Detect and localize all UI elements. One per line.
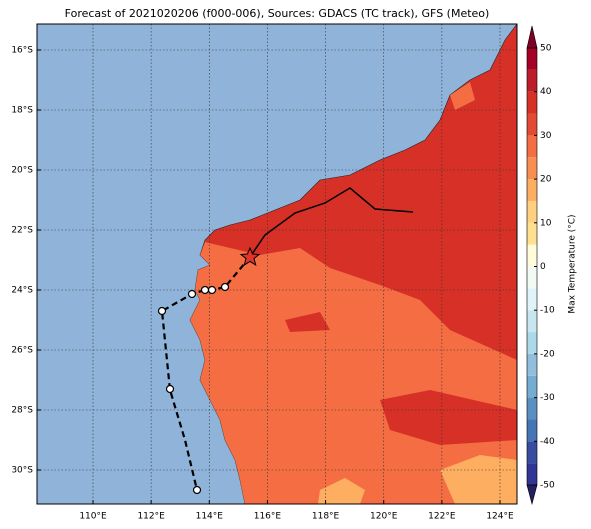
- colorbar-tick-label: -10: [540, 306, 555, 316]
- y-tick-label: 16°S: [11, 46, 33, 56]
- y-tick-label: 30°S: [11, 466, 33, 476]
- colorbar-band: [527, 463, 537, 485]
- track-point: [220, 282, 230, 292]
- region-10-20: [318, 478, 365, 504]
- colorbar-band: [527, 244, 537, 267]
- colorbar-band: [527, 222, 537, 245]
- track-points: [157, 282, 230, 495]
- colorbar-band: [527, 310, 537, 333]
- track-point: [157, 306, 167, 316]
- colorbar-tick-label: 30: [540, 131, 552, 141]
- track-point: [165, 384, 175, 394]
- y-tick-label: 28°S: [11, 406, 33, 416]
- colorbar-band: [527, 288, 537, 311]
- colorbar-tick-label: 40: [540, 87, 552, 97]
- x-tick-label: 112°E: [137, 512, 165, 522]
- x-tick-label: 120°E: [370, 512, 398, 522]
- region-30-40: [380, 390, 517, 445]
- colorbar-tick-label: 20: [540, 175, 552, 185]
- colorbar-band: [527, 48, 537, 70]
- track-point: [200, 285, 210, 295]
- colorbar-extend: [526, 484, 538, 506]
- colorbar-band: [527, 179, 537, 201]
- colorbar-band: [527, 69, 537, 92]
- forecast-track: [249, 187, 414, 258]
- colorbar-band: [527, 200, 537, 223]
- colorbar-band: [527, 441, 537, 464]
- colorbar-band: [527, 135, 537, 158]
- colorbar-band: [527, 113, 537, 136]
- colorbar-tick-label: 50: [540, 44, 552, 54]
- colorbar-band: [527, 353, 537, 376]
- colorbar-band: [527, 332, 537, 354]
- colorbar-band: [527, 157, 537, 180]
- colorbar-band: [527, 375, 537, 398]
- track-point: [207, 285, 217, 295]
- map: [37, 24, 517, 504]
- x-tick-label: 116°E: [254, 512, 282, 522]
- x-tick-label: 114°E: [196, 512, 224, 522]
- colorbar-tick-label: 0: [540, 262, 546, 272]
- track-point: [187, 289, 197, 299]
- region-30-40: [285, 312, 330, 332]
- region-20-30: [450, 82, 475, 110]
- y-tick-label: 22°S: [11, 226, 33, 236]
- colorbar-tick-label: -40: [540, 437, 555, 447]
- colorbar-extend: [526, 25, 538, 49]
- x-tick-label: 118°E: [312, 512, 340, 522]
- x-tick-label: 110°E: [79, 512, 107, 522]
- x-tick-label: 122°E: [428, 512, 456, 522]
- colorbar-band: [527, 419, 537, 442]
- map-frame: [36, 23, 518, 505]
- colorbar-tick-label: -20: [540, 349, 555, 359]
- x-tick-label: 124°E: [486, 512, 514, 522]
- region-10-20: [440, 455, 517, 504]
- colorbar-tick-label: 10: [540, 218, 552, 228]
- y-tick-label: 20°S: [11, 166, 33, 176]
- colorbar-label: Max Temperature (°C): [568, 214, 578, 313]
- colorbar-band: [527, 397, 537, 420]
- colorbar: 50 40 30 20 10 0 -10 -20 -30 -40 -50: [526, 25, 555, 506]
- y-tick-label: 18°S: [11, 106, 33, 116]
- colorbar-band: [527, 266, 537, 289]
- colorbar-tick-label: -30: [540, 393, 555, 403]
- colorbar-band: [527, 91, 537, 114]
- y-tick-label: 24°S: [11, 286, 33, 296]
- colorbar-tick-label: -50: [540, 481, 555, 491]
- track-point: [192, 485, 202, 495]
- grid: [37, 24, 517, 504]
- current-position: [239, 246, 261, 267]
- title: Forecast of 2021020206 (f000-006), Sourc…: [65, 7, 490, 20]
- y-tick-label: 26°S: [11, 346, 33, 356]
